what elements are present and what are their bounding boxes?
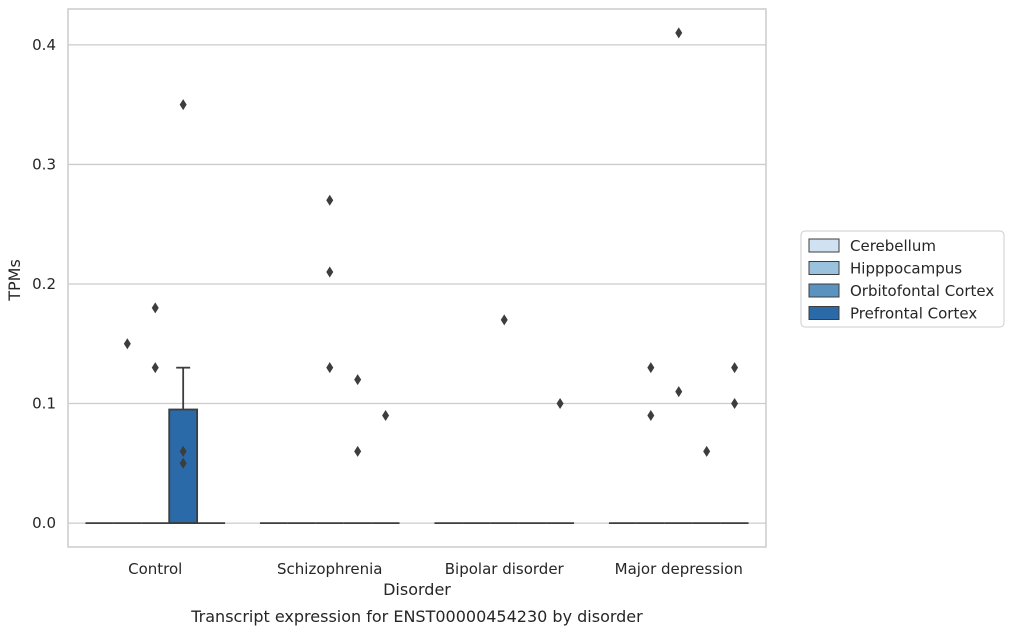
x-tick-label: Bipolar disorder: [445, 560, 565, 578]
outlier-point: [382, 409, 390, 421]
y-axis-ticks: 0.0 0.1 0.2 0.3 0.4: [32, 36, 56, 532]
outlier-point: [703, 445, 711, 457]
outlier-point: [731, 362, 739, 374]
legend-label: Orbitofontal Cortex: [850, 282, 994, 300]
y-axis-label: TPMs: [5, 259, 24, 302]
y-tick-label: 0.3: [32, 155, 56, 173]
x-tick-label: Control: [128, 560, 182, 578]
y-tick-label: 0.2: [32, 275, 56, 293]
y-tick-label: 0.0: [32, 514, 56, 532]
outlier-point: [151, 362, 159, 374]
legend-swatch: [808, 283, 840, 298]
outlier-point: [731, 398, 739, 410]
outlier-point: [675, 27, 683, 39]
legend-label: Prefrontal Cortex: [850, 305, 977, 323]
x-tick-label: Schizophrenia: [277, 560, 382, 578]
outlier-point: [326, 362, 334, 374]
outlier-point: [326, 194, 334, 206]
series-group: [197, 362, 749, 524]
outlier-point: [647, 362, 655, 374]
outlier-point: [675, 386, 683, 398]
legend: Cerebellum Hipppocampus Orbitofontal Corte…: [800, 230, 1005, 328]
legend-frame: [800, 230, 1005, 328]
outlier-point: [354, 374, 362, 386]
outlier-point: [326, 266, 334, 278]
outlier-point: [647, 409, 655, 421]
legend-swatch: [808, 306, 840, 320]
series-group: [168, 99, 721, 524]
legend-label: Cerebellum: [850, 237, 936, 255]
chart-caption: Transcript expression for ENST0000045423…: [190, 607, 643, 626]
outlier-point: [151, 302, 159, 314]
outlier-point: [500, 314, 508, 326]
series-group: [141, 27, 693, 524]
plot-frame: [67, 8, 767, 548]
legend-swatch: [808, 261, 840, 275]
outlier-point: [556, 398, 564, 410]
outlier-point: [354, 445, 362, 457]
outlier-point: [179, 457, 187, 469]
outlier-point: [179, 445, 187, 457]
series-group: [113, 338, 665, 524]
y-tick-label: 0.4: [32, 36, 56, 54]
x-tick-label: Major depression: [615, 560, 743, 578]
outlier-point: [123, 338, 131, 350]
x-axis-ticks: Control Schizophrenia Bipolar disorder Majo…: [128, 560, 743, 578]
legend-swatch: [808, 238, 840, 253]
outlier-point: [179, 99, 187, 111]
x-axis-label: Disorder: [383, 580, 451, 599]
box-series: [85, 27, 749, 524]
legend-label: Hipppocampus: [850, 260, 962, 278]
y-tick-label: 0.1: [32, 395, 56, 413]
